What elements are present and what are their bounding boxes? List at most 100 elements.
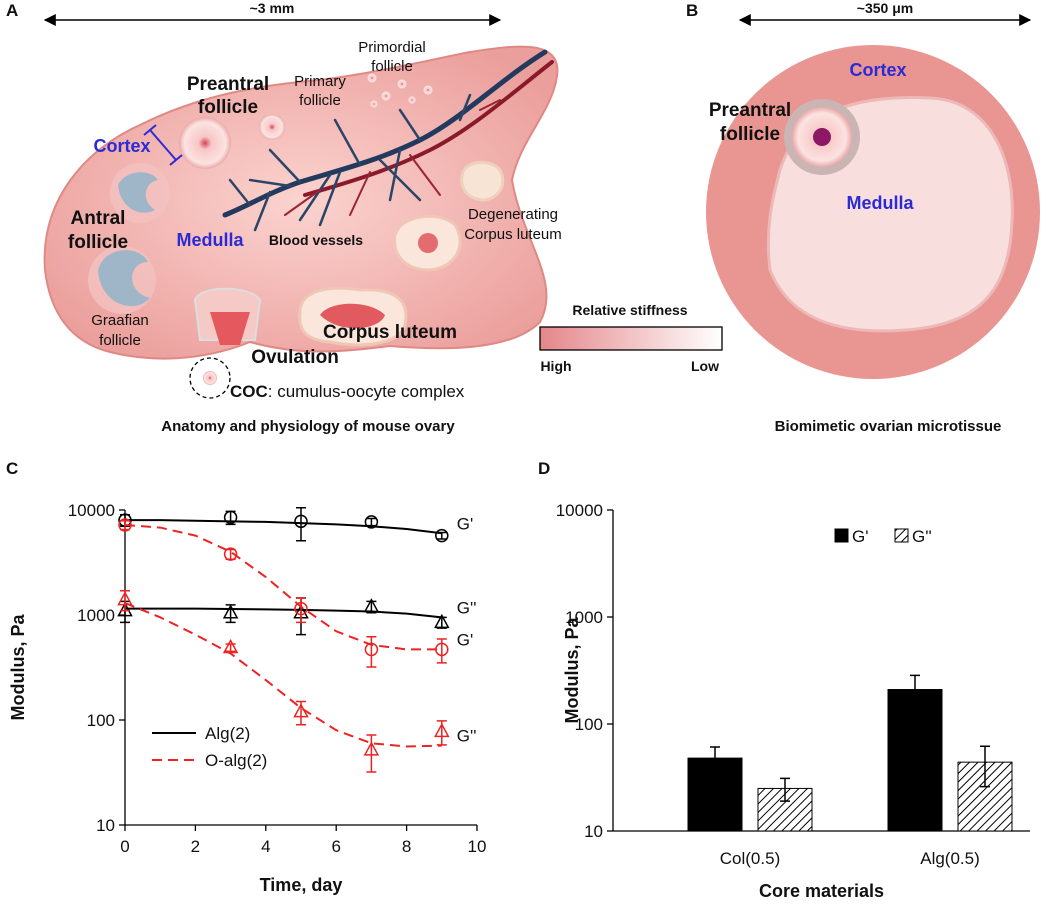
data-point [294, 601, 308, 616]
x-tick-label: 4 [261, 837, 270, 856]
data-point [364, 515, 379, 529]
abbreviation: COC [230, 382, 268, 401]
legend-swatch [894, 528, 909, 543]
y-tick-label: 100 [87, 711, 115, 730]
fit-line [124, 523, 442, 651]
panel-letter: C [6, 459, 18, 478]
curve-label: G'' [457, 598, 477, 617]
label-line: follicle [299, 92, 341, 109]
caption: Anatomy and physiology of mouse ovary [161, 418, 455, 435]
error-bar [366, 636, 377, 668]
error-bar [710, 746, 720, 774]
data-point [294, 514, 308, 529]
y-tick-label: 10000 [556, 501, 603, 520]
caption: Biomimetic ovarian microtissue [775, 418, 1002, 435]
label: Ovulation [251, 347, 339, 368]
curve-label: G'' [457, 727, 477, 746]
error-bar [225, 643, 236, 653]
data-point [117, 591, 133, 606]
y-tick-label: 1000 [565, 608, 603, 627]
y-tick-label: 10 [96, 816, 115, 835]
x-tick-label: 6 [331, 837, 340, 856]
y-tick-label: 1000 [77, 606, 115, 625]
y-tick-label: 10 [584, 822, 603, 841]
data-point [223, 510, 238, 525]
label-line: Graafian [91, 312, 149, 329]
label-line: Antral [71, 208, 126, 229]
error-bar [296, 507, 306, 542]
label-line: Preantral [709, 100, 791, 121]
label: Cortex [849, 60, 906, 80]
scale-label: ~3 mm [250, 0, 295, 16]
label-line: follicle [720, 124, 780, 145]
label: Primordial follicle [358, 39, 426, 75]
panel-letter: B [686, 1, 698, 20]
label: Primary follicle [294, 73, 346, 109]
legend-label: G'' [912, 527, 932, 546]
label-line: Preantral [187, 74, 269, 95]
legend-swatch [834, 528, 849, 543]
data-point [435, 642, 449, 657]
stiffness-gradient [539, 326, 723, 351]
x-tick-label: 0 [120, 837, 129, 856]
label-line: follicle [99, 332, 141, 349]
label: Medulla [176, 230, 244, 250]
curve-label: G' [457, 630, 473, 649]
label-line: Primary [294, 73, 346, 90]
label: Preantral follicle [187, 74, 269, 118]
data-point [435, 528, 449, 543]
error-bar [366, 517, 377, 527]
data-point [118, 518, 132, 532]
data-point [222, 638, 239, 654]
x-tick-label: 8 [402, 837, 411, 856]
y-tick-label: 100 [575, 715, 603, 734]
ovary-illustration [43, 45, 559, 399]
label-line: Corpus luteum [464, 226, 562, 243]
microtissue-illustration [706, 45, 1040, 379]
x-axis-label: Core materials [759, 881, 884, 901]
scale-label: ~350 μm [857, 0, 913, 16]
x-axis-label: Time, day [260, 875, 343, 895]
y-tick-label: 10000 [68, 501, 115, 520]
label: Graafian follicle [91, 312, 149, 349]
error-bar [980, 745, 990, 788]
label: Corpus luteum [323, 322, 457, 343]
definition: : cumulus-oocyte complex [268, 382, 465, 401]
data-point [222, 604, 239, 619]
label: Degenerating Corpus luteum [464, 206, 562, 243]
label-line: follicle [198, 97, 258, 118]
x-tick-label: 10 [468, 837, 487, 856]
label-line: Primordial [358, 39, 426, 56]
legend-label: O-alg(2) [205, 751, 267, 770]
data-point [293, 703, 309, 718]
error-bar [436, 638, 447, 664]
label: Antral follicle [68, 208, 128, 253]
x-tick-label: 2 [191, 837, 200, 856]
data-point [364, 642, 379, 657]
fit-line [124, 602, 442, 748]
fit-line [125, 519, 442, 535]
fit-line [125, 607, 442, 619]
legend-label: High [540, 358, 571, 374]
data-point [434, 613, 450, 629]
x-tick-label: Alg(0.5) [920, 849, 980, 868]
error-bar [436, 531, 447, 540]
label: COC: cumulus-oocyte complex [230, 382, 465, 401]
label-line: follicle [371, 58, 413, 75]
panel-letter: D [538, 459, 550, 478]
bar [757, 787, 813, 832]
x-tick-label: Col(0.5) [720, 849, 780, 868]
panel-letter: A [6, 1, 18, 20]
label: Cortex [93, 136, 150, 156]
data-point [223, 547, 238, 561]
data-point [434, 722, 450, 738]
data-point [363, 598, 380, 613]
label: Preantral follicle [709, 100, 791, 145]
y-axis-label: Modulus, Pa [8, 614, 28, 721]
legend-label: Low [691, 358, 719, 374]
label: Blood vessels [269, 232, 363, 248]
data-point [363, 741, 380, 756]
legend-label: G' [852, 527, 868, 546]
label-line: Degenerating [468, 206, 558, 223]
